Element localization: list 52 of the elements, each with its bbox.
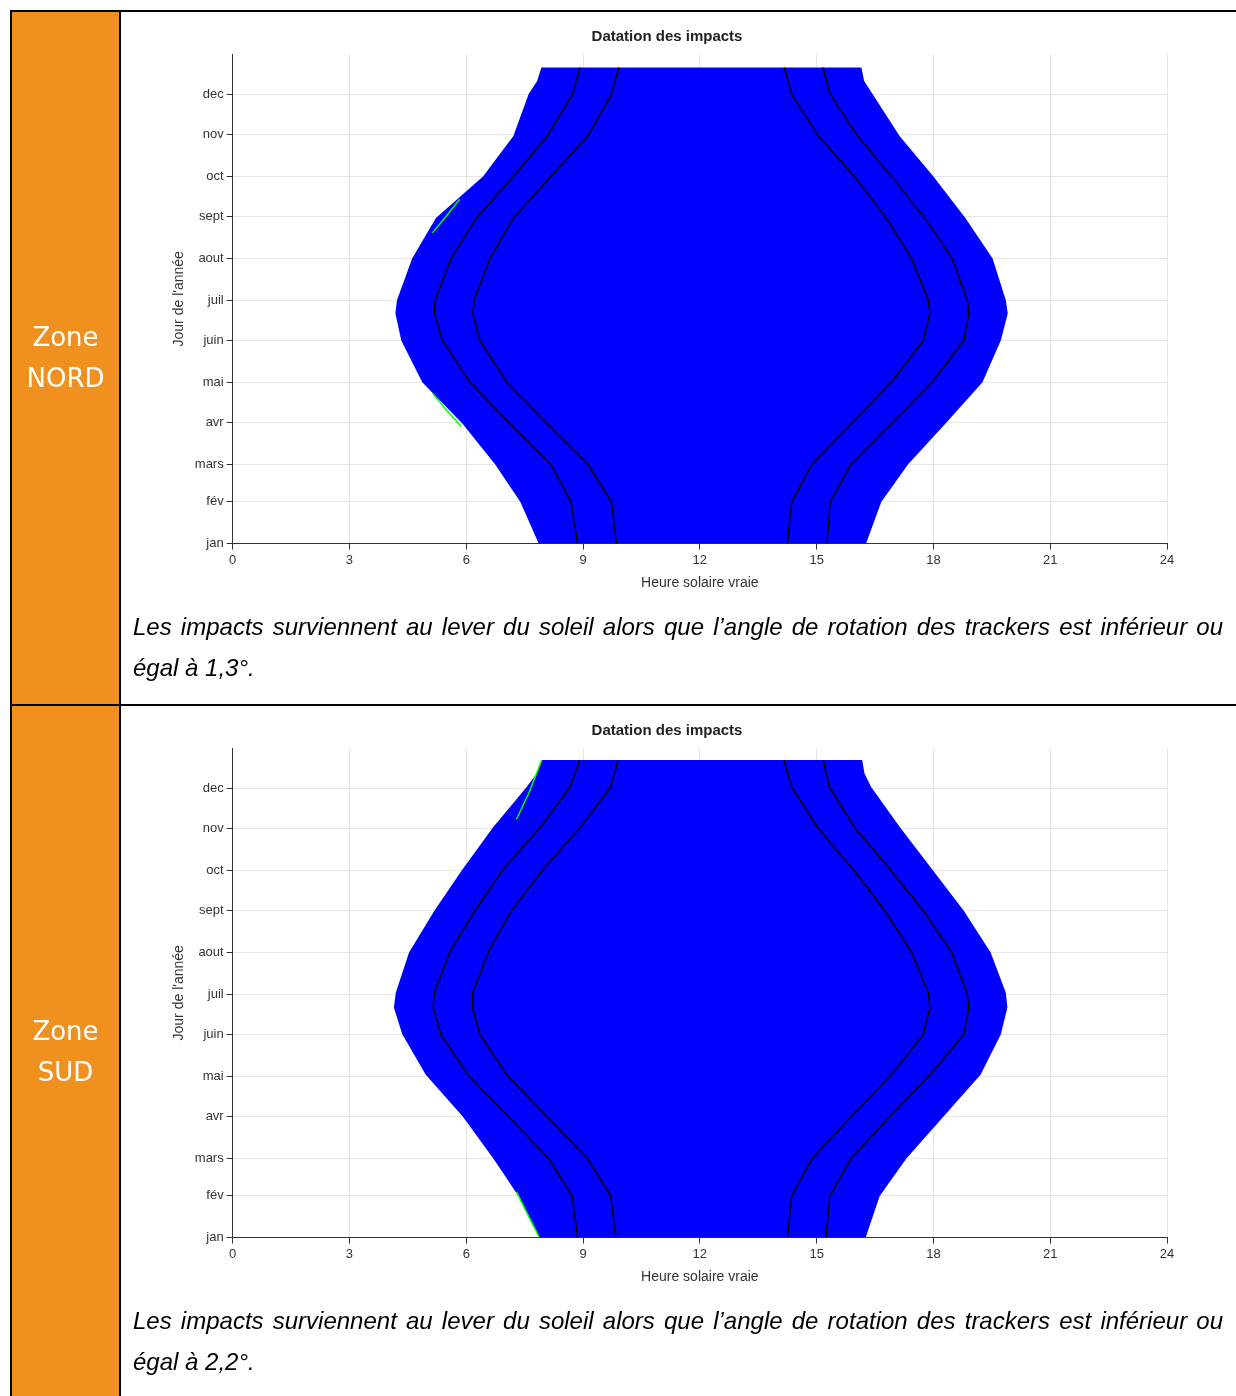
y-tick-label: mai bbox=[202, 1067, 224, 1083]
x-tick-label: 21 bbox=[1042, 551, 1058, 567]
y-tick-label: jan bbox=[205, 1229, 224, 1245]
x-tick-label: 15 bbox=[809, 551, 824, 567]
y-tick-label: mars bbox=[194, 455, 225, 471]
x-tick-label: 0 bbox=[229, 551, 237, 567]
x-tick-label: 9 bbox=[579, 551, 587, 567]
y-tick-label: oct bbox=[206, 861, 225, 877]
y-tick-label: juin bbox=[202, 1026, 224, 1042]
y-tick-label: sept bbox=[199, 902, 225, 918]
x-axis-title: Heure solaire vraie bbox=[641, 574, 759, 591]
y-axis-title: Jour de l'année bbox=[170, 944, 187, 1041]
y-tick-label: nov bbox=[202, 126, 225, 142]
x-tick-label: 24 bbox=[1159, 1245, 1175, 1261]
x-tick-label: 6 bbox=[462, 1245, 470, 1261]
text: Zone NORD bbox=[25, 321, 106, 395]
x-tick-label: 18 bbox=[926, 551, 941, 567]
x-tick-label: 15 bbox=[809, 1245, 824, 1261]
chart-title: Datation des impacts bbox=[591, 721, 743, 739]
y-tick-label: sept bbox=[199, 208, 225, 224]
x-tick-label: 3 bbox=[345, 1245, 354, 1261]
text: Les impacts surviennent au lever du soleil alors que l’angle de rotation des trackers est inférieur ou égal à 2,2°. bbox=[133, 1306, 1223, 1377]
x-tick-label: 12 bbox=[692, 1245, 708, 1261]
text: Les impacts surviennent au lever du soleil alors que l’angle de rotation des trackers est inférieur ou égal à 1,3°. bbox=[133, 612, 1223, 683]
y-tick-label: avr bbox=[205, 1108, 225, 1124]
x-tick-label: 0 bbox=[229, 1245, 237, 1261]
x-tick-label: 21 bbox=[1042, 1245, 1058, 1261]
y-tick-label: jan bbox=[205, 535, 224, 551]
y-tick-label: avr bbox=[205, 414, 225, 430]
x-tick-label: 12 bbox=[692, 551, 708, 567]
x-axis-title: Heure solaire vraie bbox=[641, 1268, 759, 1285]
y-tick-label: dec bbox=[202, 85, 225, 101]
y-tick-label: mai bbox=[202, 373, 224, 389]
y-tick-label: fév bbox=[206, 493, 225, 509]
y-tick-label: juil bbox=[206, 291, 224, 307]
x-tick-label: 3 bbox=[345, 551, 354, 567]
y-axis-title: Jour de l'année bbox=[170, 250, 187, 347]
y-tick-label: dec bbox=[202, 779, 225, 795]
y-tick-label: aout bbox=[198, 944, 225, 960]
x-tick-label: 18 bbox=[926, 1245, 941, 1261]
chart-title: Datation des impacts bbox=[591, 27, 743, 45]
y-tick-label: fév bbox=[206, 1187, 225, 1203]
x-tick-label: 6 bbox=[462, 551, 470, 567]
text: Zone SUD bbox=[31, 1015, 100, 1089]
y-tick-label: mars bbox=[194, 1149, 225, 1165]
y-tick-label: nov bbox=[202, 820, 225, 836]
y-tick-label: juil bbox=[206, 985, 224, 1001]
y-tick-label: oct bbox=[206, 167, 225, 183]
y-tick-label: juin bbox=[202, 332, 224, 348]
x-tick-label: 9 bbox=[579, 1245, 587, 1261]
x-tick-label: 24 bbox=[1159, 551, 1175, 567]
y-tick-label: aout bbox=[198, 250, 225, 266]
